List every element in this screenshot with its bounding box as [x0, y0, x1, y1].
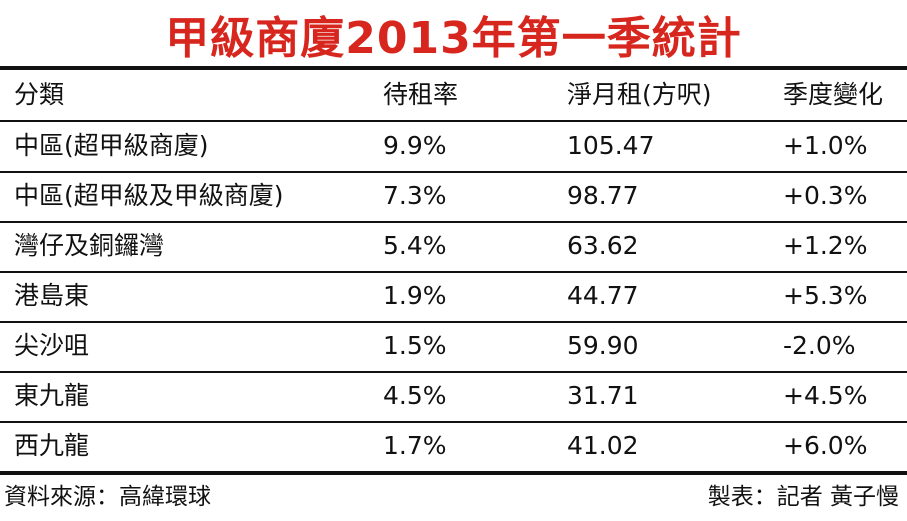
cell-value: +5.3% — [783, 281, 868, 310]
cell-value: 63.62 — [567, 231, 639, 260]
row-rule — [0, 421, 907, 423]
row-rule — [0, 371, 907, 373]
bottom-rule — [0, 471, 907, 475]
row-label: 中區(超甲級商廈) — [14, 131, 209, 160]
cell-value: 1.7% — [383, 431, 447, 460]
row-label: 西九龍 — [14, 431, 90, 460]
row-label: 東九龍 — [14, 381, 90, 410]
row-label: 港島東 — [14, 281, 90, 310]
cell-value: +1.0% — [783, 131, 868, 160]
cell-value: +0.3% — [783, 181, 868, 210]
cell-value: 98.77 — [567, 181, 639, 210]
top-rule — [0, 66, 907, 70]
cell-value: 44.77 — [567, 281, 639, 310]
title: 甲級商廈2013年第一季統計 — [165, 13, 742, 64]
cell-value: 105.47 — [567, 131, 655, 160]
row-label: 灣仔及銅鑼灣 — [14, 231, 165, 260]
cell-value: 7.3% — [383, 181, 447, 210]
cell-value: 31.71 — [567, 381, 639, 410]
cell-value: 5.4% — [383, 231, 447, 260]
row-label: 尖沙咀 — [14, 331, 90, 360]
column-header: 待租率 — [383, 80, 459, 109]
cell-value: 59.90 — [567, 331, 639, 360]
cell-value: 41.02 — [567, 431, 639, 460]
header-rule — [0, 120, 907, 122]
row-rule — [0, 221, 907, 223]
row-rule — [0, 171, 907, 173]
column-header: 淨月租(方呎) — [567, 80, 712, 109]
row-rule — [0, 271, 907, 273]
cell-value: -2.0% — [783, 331, 856, 360]
source: 資料來源：高緯環球 — [4, 484, 211, 510]
column-header: 季度變化 — [783, 80, 884, 109]
column-header: 分類 — [14, 80, 65, 109]
cell-value: +1.2% — [783, 231, 868, 260]
row-rule — [0, 321, 907, 323]
cell-value: +6.0% — [783, 431, 868, 460]
cell-value: +4.5% — [783, 381, 868, 410]
cell-value: 1.9% — [383, 281, 447, 310]
cell-value: 1.5% — [383, 331, 447, 360]
row-label: 中區(超甲級及甲級商廈) — [14, 181, 284, 210]
cell-value: 4.5% — [383, 381, 447, 410]
credit: 製表：記者 黃子慢 — [707, 484, 899, 510]
cell-value: 9.9% — [383, 131, 447, 160]
